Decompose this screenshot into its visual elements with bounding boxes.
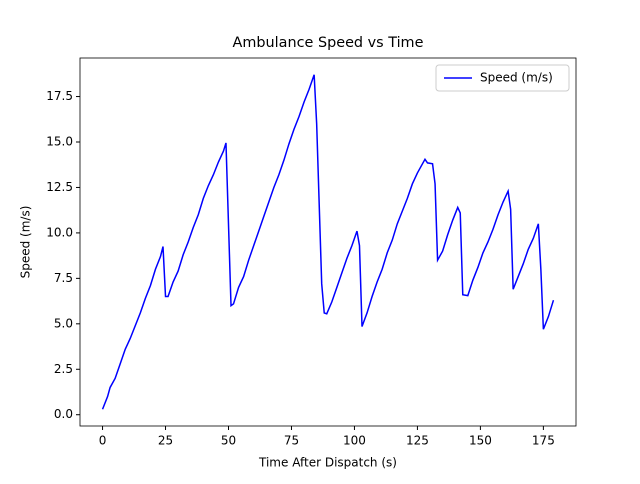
y-tick-label: 12.5 [46,180,73,194]
y-tick-label: 17.5 [46,89,73,103]
x-tick-label: 75 [284,434,299,448]
x-tick-label: 175 [532,434,555,448]
chart-title: Ambulance Speed vs Time [233,35,424,51]
y-tick-label: 7.5 [54,271,73,285]
y-tick-label: 15.0 [46,135,73,149]
x-tick-label: 0 [99,434,107,448]
x-axis-label: Time After Dispatch (s) [258,456,397,470]
legend-label: Speed (m/s) [480,71,553,85]
y-tick-label: 0.0 [54,407,73,421]
x-tick-label: 150 [469,434,492,448]
y-tick-label: 2.5 [54,362,73,376]
x-tick-label: 50 [221,434,236,448]
legend-box [435,64,570,92]
y-axis-label: Speed (m/s) [19,206,33,279]
line-series [101,74,555,410]
x-tick-label: 25 [158,434,173,448]
x-tick-label: 100 [343,434,366,448]
y-tick-label: 5.0 [54,316,73,330]
x-tick-label: 125 [406,434,429,448]
plot-frame [79,57,577,427]
y-tick-label: 10.0 [46,225,73,239]
